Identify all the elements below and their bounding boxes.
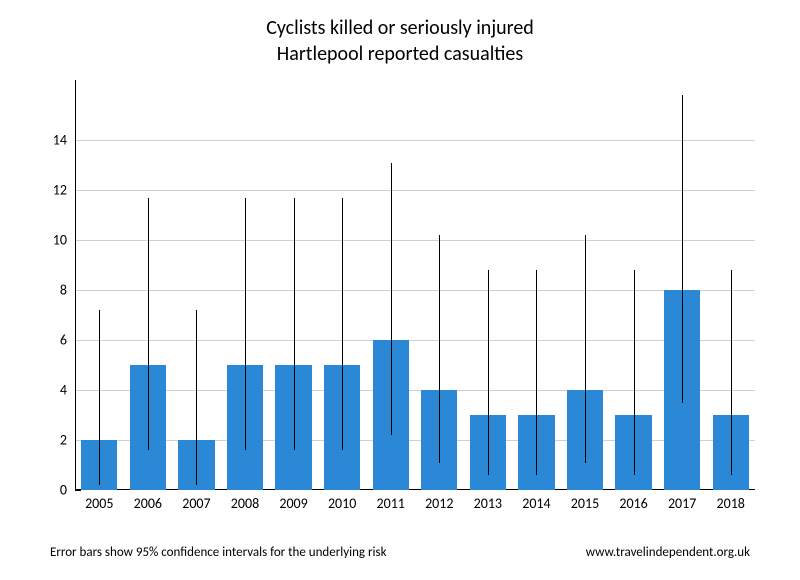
error-bar <box>391 163 392 436</box>
error-bar <box>536 270 537 475</box>
gridline <box>75 340 755 341</box>
x-tick-label: 2007 <box>182 495 210 512</box>
error-bar <box>294 198 295 451</box>
gridline <box>75 440 755 441</box>
chart-footer: Error bars show 95% confidence intervals… <box>50 545 750 560</box>
error-bar <box>99 310 100 485</box>
error-bar <box>585 235 586 463</box>
gridline <box>75 190 755 191</box>
error-bar <box>196 310 197 485</box>
footer-note: Error bars show 95% confidence intervals… <box>50 545 387 560</box>
x-tick-label: 2011 <box>377 495 405 512</box>
y-tick-label: 12 <box>37 182 67 199</box>
y-tick-label: 2 <box>37 432 67 449</box>
x-tick-label: 2015 <box>571 495 599 512</box>
chart-container: Cyclists killed or seriously injured Har… <box>0 0 800 580</box>
x-tick-label: 2016 <box>619 495 647 512</box>
y-tick-label: 4 <box>37 382 67 399</box>
gridline <box>75 140 755 141</box>
gridline <box>75 240 755 241</box>
x-tick-label: 2012 <box>425 495 453 512</box>
y-tick-label: 10 <box>37 232 67 249</box>
x-tick-label: 2009 <box>279 495 307 512</box>
y-tick-label: 8 <box>37 282 67 299</box>
x-tick-label: 2013 <box>474 495 502 512</box>
error-bar <box>148 198 149 451</box>
y-tick-label: 0 <box>37 482 67 499</box>
x-axis-labels: 2005 2006 2007 2008 2009 2010 2011 2012 2013 2014… <box>75 495 755 520</box>
error-bar <box>488 270 489 475</box>
x-tick-label: 2010 <box>328 495 356 512</box>
chart-title: Cyclists killed or seriously injured Har… <box>0 0 800 67</box>
x-tick-label: 2017 <box>668 495 696 512</box>
error-bar <box>245 198 246 451</box>
error-bar <box>682 95 683 403</box>
title-line-2: Hartlepool reported casualties <box>277 42 523 66</box>
error-bar <box>634 270 635 475</box>
y-tick-label: 6 <box>37 332 67 349</box>
error-bar <box>731 270 732 475</box>
footer-attribution: www.travelindependent.org.uk <box>586 545 750 560</box>
x-tick-label: 2005 <box>85 495 113 512</box>
x-tick-label: 2006 <box>134 495 162 512</box>
plot-area <box>75 90 755 490</box>
gridline <box>75 390 755 391</box>
error-bar <box>342 198 343 451</box>
y-axis: 02468101214 <box>35 90 75 490</box>
error-bar <box>439 235 440 463</box>
x-axis-line <box>75 489 755 490</box>
y-tick-mark <box>75 490 81 491</box>
x-tick-label: 2014 <box>522 495 550 512</box>
x-tick-label: 2018 <box>717 495 745 512</box>
gridline <box>75 290 755 291</box>
y-axis-line <box>75 80 76 490</box>
x-tick-label: 2008 <box>231 495 259 512</box>
title-line-1: Cyclists killed or seriously injured <box>266 16 534 40</box>
y-tick-label: 14 <box>37 132 67 149</box>
